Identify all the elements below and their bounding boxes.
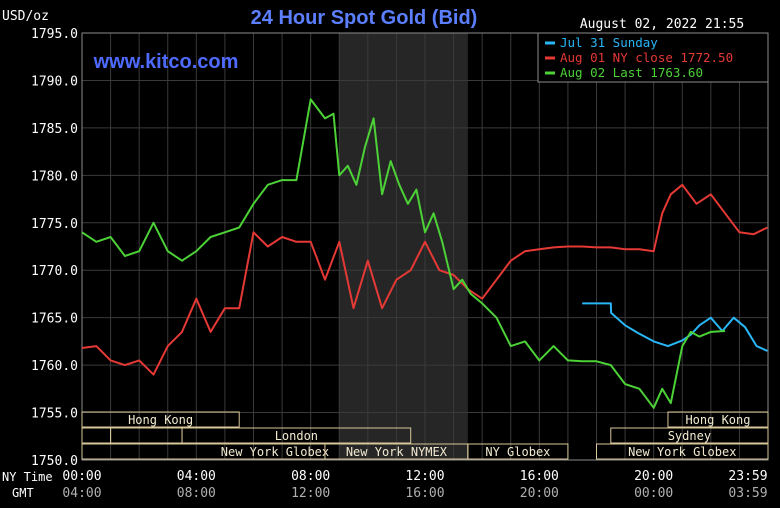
x-tick-label-ny: 00:00 [62, 469, 101, 484]
chart-title: 24 Hour Spot Gold (Bid) [251, 7, 478, 29]
y-tick-label: 1750.0 [31, 454, 78, 469]
series-line [81, 98, 726, 409]
session-label: New York Globex [628, 445, 736, 459]
x-axis: 00:00 04:00 04:00 08:00 08:00 12:00 12:00 16:00… [62, 469, 767, 501]
legend-entry: Aug 02 Last 1763.60 [560, 65, 703, 80]
session-box [596, 443, 769, 460]
session-box [181, 427, 412, 444]
nymex-band-rect [339, 33, 468, 460]
x-tick-label-ny: 16:00 [520, 469, 559, 484]
x-tick-label-gmt: 16:00 [405, 486, 444, 501]
session-box [610, 427, 769, 444]
y-axis: 1795.0 1790.0 1785.0 1780.0 1775.0 1770.0 1765… [31, 27, 78, 469]
plot-frame [81, 32, 769, 461]
x-tick-label-ny: 23:59 [728, 469, 767, 484]
session-label: Sydney [668, 429, 711, 443]
y-tick-label: 1790.0 [31, 74, 78, 89]
series-lines [81, 98, 768, 409]
x-tick-label-gmt: 00:00 [634, 486, 673, 501]
legend-entry: Jul 31 Sunday [560, 35, 658, 50]
y-axis-label: USD/oz [2, 9, 49, 24]
y-tick-label: 1755.0 [31, 407, 78, 422]
y-tick-label: 1785.0 [31, 122, 78, 137]
session-box [667, 411, 769, 428]
y-tick-label: 1765.0 [31, 312, 78, 327]
grid [82, 32, 768, 461]
y-tick-label: 1770.0 [31, 264, 78, 279]
x-tick-label-gmt: 04:00 [62, 486, 101, 501]
session-label: New York Globex [221, 445, 329, 459]
x-tick-label-ny: 12:00 [405, 469, 444, 484]
session-label: New York NYMEX [346, 445, 448, 459]
ny-time-row-label: NY Time [2, 470, 53, 484]
x-tick-label-gmt: 12:00 [291, 486, 330, 501]
session-box [467, 443, 569, 460]
x-tick-label-ny: 08:00 [291, 469, 330, 484]
watermark-logo: www.kitco.com [93, 51, 239, 73]
x-tick-label-ny: 20:00 [634, 469, 673, 484]
session-box [81, 411, 240, 428]
x-tick-label-ny: 04:00 [177, 469, 216, 484]
session-label: Hong Kong [685, 413, 750, 427]
chart-timestamp: August 02, 2022 21:55 [580, 17, 744, 32]
gmt-row-label: GMT [12, 486, 34, 500]
session-label: Hong Kong [128, 413, 193, 427]
session-label: London [275, 429, 318, 443]
legend-entry: Aug 01 NY close 1772.50 [560, 50, 733, 65]
market-sessions: Hong Kong London New York Globex New York N… [81, 411, 769, 460]
x-tick-label-gmt: 08:00 [177, 486, 216, 501]
y-tick-label: 1780.0 [31, 169, 78, 184]
y-tick-label: 1775.0 [31, 217, 78, 232]
legend-box [537, 32, 769, 83]
nymex-session-band [339, 33, 468, 460]
series-line [81, 183, 768, 376]
x-tick-label-gmt: 03:59 [728, 486, 767, 501]
y-tick-label: 1760.0 [31, 359, 78, 374]
x-tick-label-gmt: 20:00 [520, 486, 559, 501]
session-label: NY Globex [485, 445, 550, 459]
y-tick-label: 1795.0 [31, 27, 78, 42]
